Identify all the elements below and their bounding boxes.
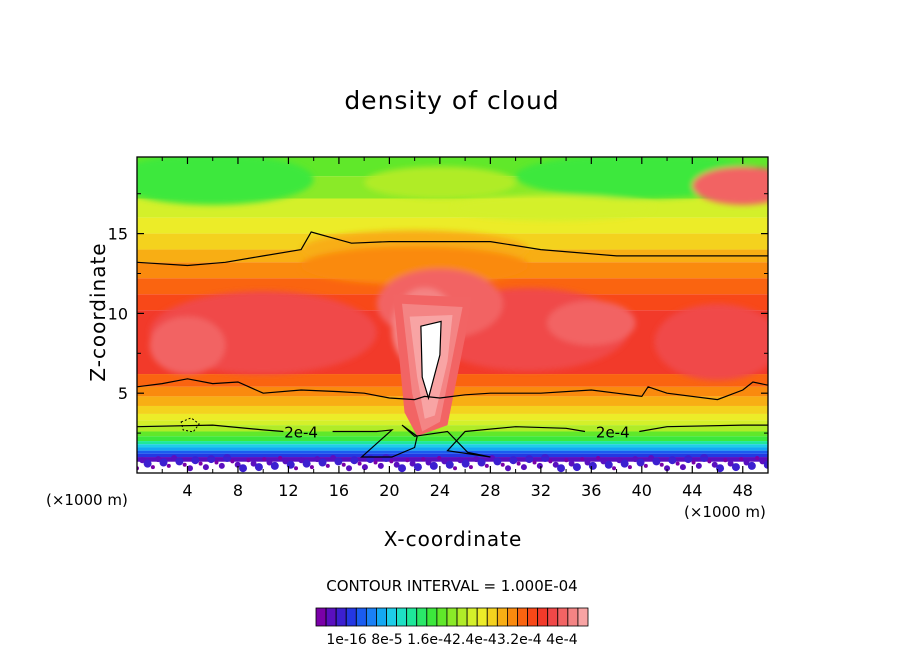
- colorbar-tick-labels: 1e-16 8e-5 1.6e-42.4e-43.2e-4 4e-4: [326, 632, 577, 648]
- colorbar-swatch: [456, 607, 468, 627]
- colorbar-swatch: [335, 607, 347, 627]
- x-tick-label: 16: [329, 481, 349, 500]
- colorbar-swatch: [315, 607, 327, 627]
- anvil-core-region: [420, 320, 442, 401]
- colorbar-swatch: [386, 607, 397, 627]
- colorbar-swatch: [345, 607, 357, 627]
- y-tick-label: 5: [118, 384, 128, 403]
- x-tick-label: 40: [632, 481, 652, 500]
- colorbar-swatch: [567, 607, 579, 627]
- colorbar-swatch: [486, 607, 498, 627]
- y-axis-label: Z-coordinate: [86, 242, 110, 382]
- x-axis-label: X-coordinate: [383, 527, 523, 551]
- chart-title: density of cloud: [344, 86, 560, 115]
- x-axis-unit: (×1000 m): [684, 503, 766, 521]
- colorbar-swatch: [496, 607, 508, 627]
- x-tick-label: 48: [733, 481, 753, 500]
- contour-label: 2e-4: [596, 424, 630, 442]
- y-tick-label: 15: [108, 225, 128, 244]
- colorbar-swatch: [376, 607, 387, 627]
- colorbar-swatch: [537, 607, 549, 627]
- colorbar-swatch: [325, 607, 337, 627]
- colorbar-swatch: [577, 607, 589, 627]
- colorbar-swatch: [416, 607, 428, 627]
- colorbar-swatch: [466, 607, 478, 627]
- colorbar-swatch: [547, 607, 559, 627]
- contour-label: 2e-4: [284, 424, 318, 442]
- colorbar-swatch: [426, 607, 438, 627]
- contour-interval-label: CONTOUR INTERVAL = 1.000E-04: [326, 577, 578, 595]
- x-tick-label: 12: [278, 481, 298, 500]
- colorbar-swatch: [355, 607, 367, 627]
- colorbar-swatch: [507, 607, 518, 627]
- y-axis-unit: (×1000 m): [46, 491, 128, 509]
- x-tick-label: 28: [480, 481, 500, 500]
- contour-field: [137, 157, 768, 473]
- colorbar-swatch: [406, 607, 418, 627]
- y-tick-label: 10: [108, 304, 128, 323]
- x-tick-label: 4: [182, 481, 192, 500]
- colorbar-swatch: [476, 607, 488, 627]
- x-tick-label: 36: [581, 481, 601, 500]
- colorbar-swatch: [446, 607, 458, 627]
- x-tick-label: 32: [531, 481, 551, 500]
- colorbar-swatch: [517, 607, 528, 627]
- x-tick-label: 20: [379, 481, 399, 500]
- colorbar-swatch: [396, 607, 408, 627]
- x-tick-label: 44: [682, 481, 702, 500]
- colorbar-swatch: [436, 607, 448, 627]
- colorbar-swatch: [527, 607, 539, 627]
- colorbar-swatch: [365, 607, 377, 627]
- x-tick-label: 24: [430, 481, 450, 500]
- plot-frame: [136, 156, 769, 474]
- colorbar-swatch: [557, 607, 569, 627]
- x-tick-label: 8: [233, 481, 243, 500]
